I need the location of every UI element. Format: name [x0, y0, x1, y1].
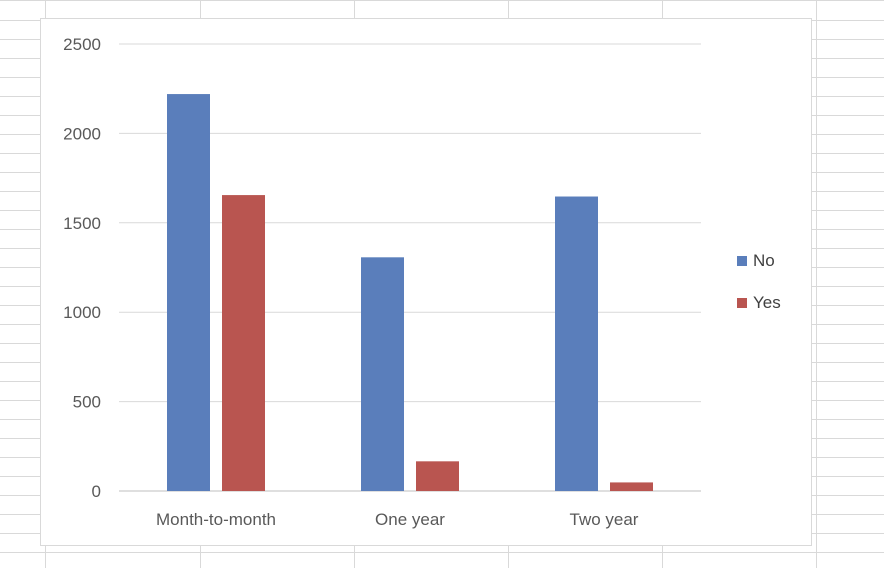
- bar-no-month-to-month[interactable]: [167, 94, 210, 492]
- y-tick-label: 1000: [63, 303, 101, 322]
- grid-col-line: [816, 0, 817, 568]
- legend: No Yes: [737, 251, 781, 313]
- legend-label-yes: Yes: [753, 293, 781, 312]
- bar-chart: 0 500 1000 1500 2000 2500 Month-to-month One ye…: [63, 35, 701, 529]
- y-tick-label: 2000: [63, 124, 101, 143]
- y-tick-label: 2500: [63, 35, 101, 54]
- bar-no-one-year[interactable]: [361, 257, 404, 491]
- legend-label-no: No: [753, 251, 775, 270]
- chart-area[interactable]: 0 500 1000 1500 2000 2500 Month-to-month One ye…: [40, 18, 812, 546]
- legend-item-no: No: [737, 251, 781, 271]
- x-tick-label: Month-to-month: [156, 510, 276, 529]
- legend-item-yes: Yes: [737, 293, 781, 313]
- legend-swatch-no: [737, 256, 747, 266]
- y-tick-label: 1500: [63, 214, 101, 233]
- x-tick-label: Two year: [570, 510, 639, 529]
- legend-swatch-yes: [737, 298, 747, 308]
- bar-yes-month-to-month[interactable]: [222, 195, 265, 491]
- x-tick-label: One year: [375, 510, 445, 529]
- bar-yes-one-year[interactable]: [416, 461, 459, 491]
- grid-row-line: [0, 0, 884, 1]
- grid-row-line: [0, 552, 884, 553]
- y-tick-label: 500: [73, 393, 101, 412]
- y-tick-label: 0: [92, 482, 101, 501]
- bar-yes-two-year[interactable]: [610, 482, 653, 491]
- bar-no-two-year[interactable]: [555, 196, 598, 491]
